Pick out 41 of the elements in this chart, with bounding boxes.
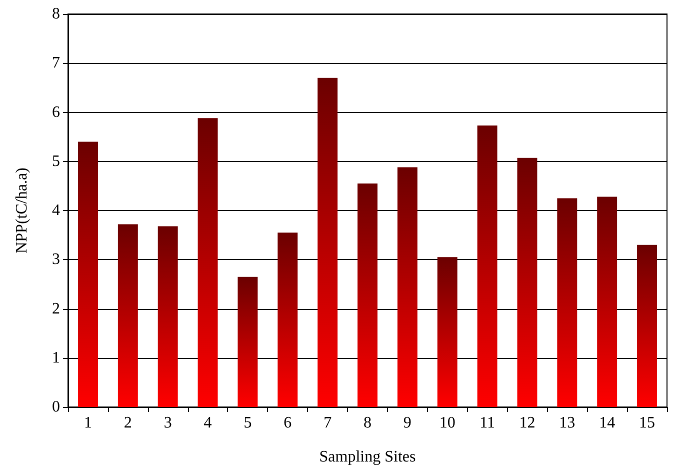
bar xyxy=(637,244,658,407)
bar xyxy=(477,126,498,407)
x-tick-label: 8 xyxy=(364,414,372,432)
x-tick-label: 1 xyxy=(84,414,92,432)
y-axis-title: NPP(tC/ha.a) xyxy=(14,168,30,254)
bar xyxy=(517,158,538,407)
x-tick-label: 11 xyxy=(480,414,496,432)
bar xyxy=(358,183,378,407)
x-tick-label: 2 xyxy=(124,414,132,432)
x-tick-label: 15 xyxy=(639,414,656,432)
bar xyxy=(158,226,178,407)
y-tick-label: 3 xyxy=(52,251,60,268)
x-tick-label: 7 xyxy=(324,414,332,432)
y-tick-label: 8 xyxy=(52,6,60,22)
bar xyxy=(198,118,218,407)
bar xyxy=(597,196,618,407)
bar xyxy=(278,232,298,407)
bar xyxy=(557,198,578,407)
y-tick-label: 0 xyxy=(52,398,60,416)
y-tick-label: 4 xyxy=(52,202,60,219)
y-tick-label: 5 xyxy=(52,152,60,170)
y-tick-label: 1 xyxy=(52,349,60,366)
y-tick-label: 6 xyxy=(52,104,60,121)
bar xyxy=(118,224,138,407)
bar xyxy=(78,142,98,407)
y-tick-label: 7 xyxy=(52,54,60,72)
x-tick-label: 4 xyxy=(204,414,212,432)
x-tick-label: 6 xyxy=(284,414,292,432)
x-tick-label: 3 xyxy=(164,414,172,432)
x-tick-label: 5 xyxy=(244,414,252,432)
bar xyxy=(437,257,458,407)
x-tick-label: 9 xyxy=(403,414,412,432)
x-tick-label: 12 xyxy=(519,414,536,432)
x-tick-label: 13 xyxy=(559,414,576,432)
bar xyxy=(238,276,258,407)
y-tick-label: 2 xyxy=(52,300,60,318)
x-tick-label: 14 xyxy=(599,414,616,432)
x-tick-label: 10 xyxy=(439,414,456,432)
bar xyxy=(397,167,418,407)
x-axis-title: Sampling Sites xyxy=(319,448,416,466)
bar xyxy=(318,78,338,407)
